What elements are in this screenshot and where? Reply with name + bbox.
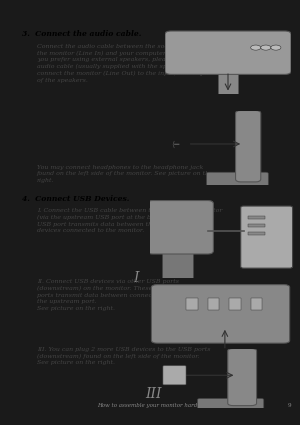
FancyBboxPatch shape	[197, 399, 264, 409]
Circle shape	[271, 45, 281, 50]
FancyBboxPatch shape	[152, 285, 290, 343]
Bar	[186, 298, 197, 310]
Text: III. You can plug 2 more USB devices to the USB ports
(downstream) found on the : III. You can plug 2 more USB devices to …	[37, 347, 210, 365]
FancyBboxPatch shape	[228, 348, 256, 405]
Text: How to assemble your monitor hardware: How to assemble your monitor hardware	[97, 403, 211, 408]
FancyBboxPatch shape	[163, 366, 186, 385]
FancyBboxPatch shape	[207, 172, 268, 187]
FancyBboxPatch shape	[147, 201, 213, 254]
Bar	[251, 298, 262, 310]
Text: Connect the audio cable between the socket on the rear of
the monitor (Line In) : Connect the audio cable between the sock…	[37, 44, 227, 83]
Text: III: III	[146, 387, 162, 401]
Bar	[208, 298, 219, 310]
FancyBboxPatch shape	[241, 206, 292, 268]
Text: 3.  Connect the audio cable.: 3. Connect the audio cable.	[22, 30, 142, 37]
Bar	[229, 298, 241, 310]
Text: II: II	[213, 308, 224, 322]
Text: II. Connect USB devices via other USB ports
(downstream) on the monitor. These d: II. Connect USB devices via other USB po…	[37, 279, 218, 311]
Text: You may connect headphones to the headphone jack
found on the left side of the m: You may connect headphones to the headph…	[37, 164, 214, 183]
Text: ⟨━: ⟨━	[171, 139, 179, 148]
Text: 4.  Connect USB Devices.: 4. Connect USB Devices.	[22, 195, 130, 203]
Text: 9: 9	[288, 403, 291, 408]
Bar	[248, 224, 265, 227]
Circle shape	[261, 45, 271, 50]
FancyBboxPatch shape	[165, 31, 291, 74]
Bar	[248, 216, 265, 219]
Bar	[161, 249, 193, 278]
Text: I: I	[134, 271, 139, 285]
Bar	[248, 232, 265, 235]
Text: I. Connect the USB cable between the PC and the monitor
(via the upstream USB po: I. Connect the USB cable between the PC …	[37, 208, 222, 233]
Circle shape	[251, 45, 261, 50]
Bar	[218, 68, 238, 94]
FancyBboxPatch shape	[236, 110, 261, 182]
